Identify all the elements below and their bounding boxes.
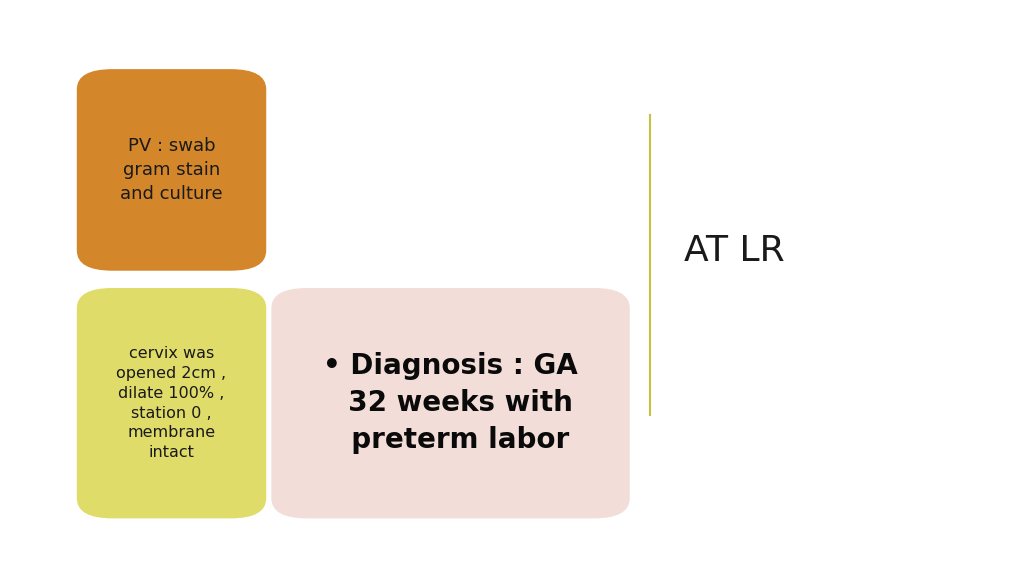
- Text: PV : swab
gram stain
and culture: PV : swab gram stain and culture: [120, 137, 223, 203]
- Text: AT LR: AT LR: [684, 233, 784, 268]
- FancyBboxPatch shape: [77, 69, 266, 271]
- FancyBboxPatch shape: [77, 288, 266, 518]
- Text: cervix was
opened 2cm ,
dilate 100% ,
station 0 ,
membrane
intact: cervix was opened 2cm , dilate 100% , st…: [117, 346, 226, 460]
- Text: • Diagnosis : GA
  32 weeks with
  preterm labor: • Diagnosis : GA 32 weeks with preterm l…: [324, 353, 578, 454]
- FancyBboxPatch shape: [271, 288, 630, 518]
